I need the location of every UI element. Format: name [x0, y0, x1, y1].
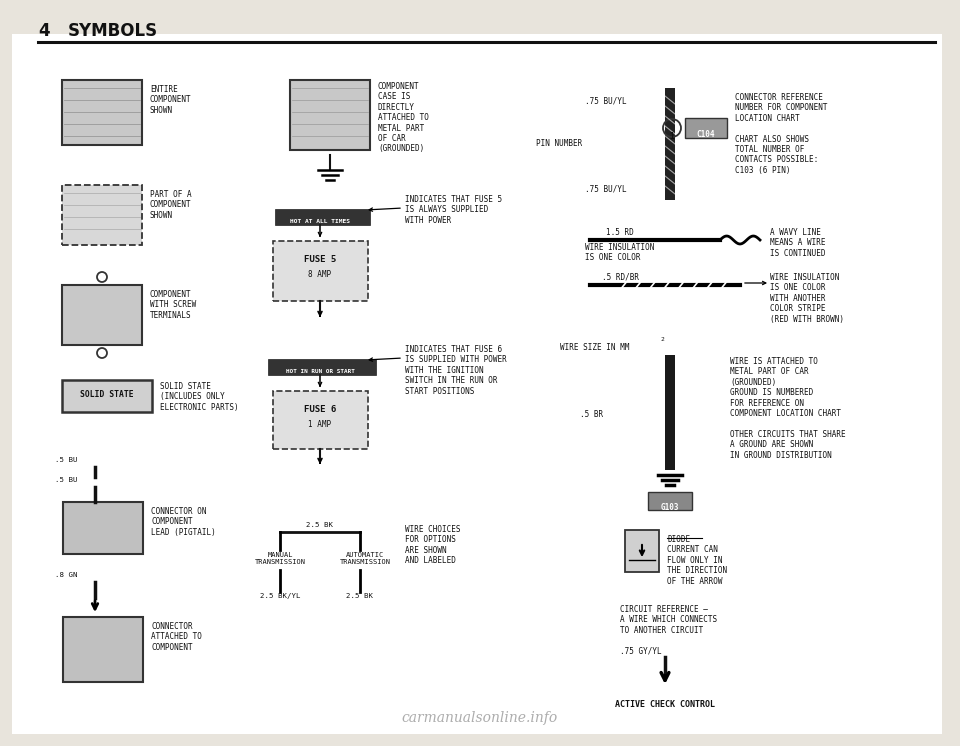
- Text: 4: 4: [38, 22, 50, 40]
- Text: SYMBOLS: SYMBOLS: [68, 22, 158, 40]
- FancyBboxPatch shape: [62, 285, 142, 345]
- Text: 1.5 RD: 1.5 RD: [606, 228, 634, 237]
- FancyBboxPatch shape: [12, 34, 942, 734]
- Text: 1 AMP: 1 AMP: [308, 420, 331, 429]
- Text: 2.5 BK: 2.5 BK: [306, 522, 333, 528]
- FancyBboxPatch shape: [685, 118, 727, 138]
- FancyBboxPatch shape: [648, 492, 692, 510]
- Text: 8 AMP: 8 AMP: [308, 270, 331, 279]
- Text: CONNECTOR ON
COMPONENT
LEAD (PIGTAIL): CONNECTOR ON COMPONENT LEAD (PIGTAIL): [151, 507, 216, 537]
- Text: WIRE CHOICES
FOR OPTIONS
ARE SHOWN
AND LABELED: WIRE CHOICES FOR OPTIONS ARE SHOWN AND L…: [405, 525, 461, 565]
- Text: C104: C104: [697, 130, 715, 139]
- Text: COMPONENT
CASE IS
DIRECTLY
ATTACHED TO
METAL PART
OF CAR
(GROUNDED): COMPONENT CASE IS DIRECTLY ATTACHED TO M…: [378, 82, 429, 154]
- Text: ACTIVE CHECK CONTROL: ACTIVE CHECK CONTROL: [615, 700, 715, 709]
- Text: A WAVY LINE
MEANS A WIRE
IS CONTINUED: A WAVY LINE MEANS A WIRE IS CONTINUED: [770, 228, 826, 258]
- Text: .5 BR: .5 BR: [580, 410, 603, 419]
- Text: DIODE
CURRENT CAN
FLOW ONLY IN
THE DIRECTION
OF THE ARROW: DIODE CURRENT CAN FLOW ONLY IN THE DIREC…: [667, 535, 727, 586]
- FancyBboxPatch shape: [63, 617, 143, 682]
- Text: .5 RD/BR: .5 RD/BR: [602, 273, 638, 282]
- FancyBboxPatch shape: [625, 530, 659, 572]
- FancyBboxPatch shape: [665, 88, 675, 200]
- Text: 2: 2: [660, 337, 663, 342]
- Text: CONNECTOR REFERENCE
NUMBER FOR COMPONENT
LOCATION CHART

CHART ALSO SHOWS
TOTAL : CONNECTOR REFERENCE NUMBER FOR COMPONENT…: [735, 93, 828, 175]
- Text: ENTIRE
COMPONENT
SHOWN: ENTIRE COMPONENT SHOWN: [150, 85, 192, 115]
- Text: CIRCUIT REFERENCE –
A WIRE WHICH CONNECTS
TO ANOTHER CIRCUIT: CIRCUIT REFERENCE – A WIRE WHICH CONNECT…: [620, 605, 717, 635]
- FancyBboxPatch shape: [62, 380, 152, 412]
- Text: CONNECTOR
ATTACHED TO
COMPONENT: CONNECTOR ATTACHED TO COMPONENT: [151, 622, 202, 652]
- Text: 2.5 BK: 2.5 BK: [347, 593, 373, 599]
- Text: FUSE 6: FUSE 6: [304, 405, 336, 414]
- Text: WIRE SIZE IN MM: WIRE SIZE IN MM: [560, 343, 630, 352]
- Text: AUTOMATIC
TRANSMISSION: AUTOMATIC TRANSMISSION: [340, 552, 391, 565]
- Text: 1: 1: [670, 132, 674, 141]
- Text: .75 BU/YL: .75 BU/YL: [585, 96, 627, 105]
- FancyBboxPatch shape: [62, 185, 142, 245]
- Text: .8 GN: .8 GN: [55, 572, 78, 578]
- FancyBboxPatch shape: [62, 80, 142, 145]
- Text: SOLID STATE: SOLID STATE: [81, 390, 133, 399]
- Text: HOT AT ALL TIMES: HOT AT ALL TIMES: [290, 219, 350, 224]
- FancyBboxPatch shape: [63, 502, 143, 554]
- Text: FUSE 5: FUSE 5: [304, 255, 336, 264]
- Text: MANUAL
TRANSMISSION: MANUAL TRANSMISSION: [254, 552, 305, 565]
- Text: WIRE IS ATTACHED TO
METAL PART OF CAR
(GROUNDED)
GROUND IS NUMBERED
FOR REFERENC: WIRE IS ATTACHED TO METAL PART OF CAR (G…: [730, 357, 846, 460]
- Text: .75 GY/YL: .75 GY/YL: [620, 647, 661, 656]
- FancyBboxPatch shape: [273, 241, 368, 301]
- FancyBboxPatch shape: [273, 391, 368, 449]
- Text: SOLID STATE
(INCLUDES ONLY
ELECTRONIC PARTS): SOLID STATE (INCLUDES ONLY ELECTRONIC PA…: [160, 382, 239, 412]
- FancyBboxPatch shape: [268, 359, 376, 375]
- Text: PIN NUMBER: PIN NUMBER: [536, 139, 582, 148]
- FancyBboxPatch shape: [275, 209, 370, 225]
- Text: .5 BU: .5 BU: [55, 477, 78, 483]
- Text: HOT IN RUN OR START: HOT IN RUN OR START: [285, 369, 354, 374]
- FancyBboxPatch shape: [665, 355, 675, 470]
- Text: PART OF A
COMPONENT
SHOWN: PART OF A COMPONENT SHOWN: [150, 190, 192, 220]
- Text: .75 BU/YL: .75 BU/YL: [585, 185, 627, 194]
- Text: INDICATES THAT FUSE 6
IS SUPPLIED WITH POWER
WITH THE IGNITION
SWITCH IN THE RUN: INDICATES THAT FUSE 6 IS SUPPLIED WITH P…: [405, 345, 507, 395]
- Text: INDICATES THAT FUSE 5
IS ALWAYS SUPPLIED
WITH POWER: INDICATES THAT FUSE 5 IS ALWAYS SUPPLIED…: [405, 195, 502, 225]
- Text: .5 BU: .5 BU: [55, 457, 78, 463]
- Text: COMPONENT
WITH SCREW
TERMINALS: COMPONENT WITH SCREW TERMINALS: [150, 290, 196, 320]
- Text: WIRE INSULATION
IS ONE COLOR: WIRE INSULATION IS ONE COLOR: [585, 243, 655, 263]
- Text: G103: G103: [660, 503, 680, 512]
- Text: WIRE INSULATION
IS ONE COLOR
WITH ANOTHER
COLOR STRIPE
(RED WITH BROWN): WIRE INSULATION IS ONE COLOR WITH ANOTHE…: [770, 273, 844, 324]
- Text: carmanualsonline.info: carmanualsonline.info: [402, 711, 558, 725]
- FancyBboxPatch shape: [290, 80, 370, 150]
- Text: 2.5 BK/YL: 2.5 BK/YL: [260, 593, 300, 599]
